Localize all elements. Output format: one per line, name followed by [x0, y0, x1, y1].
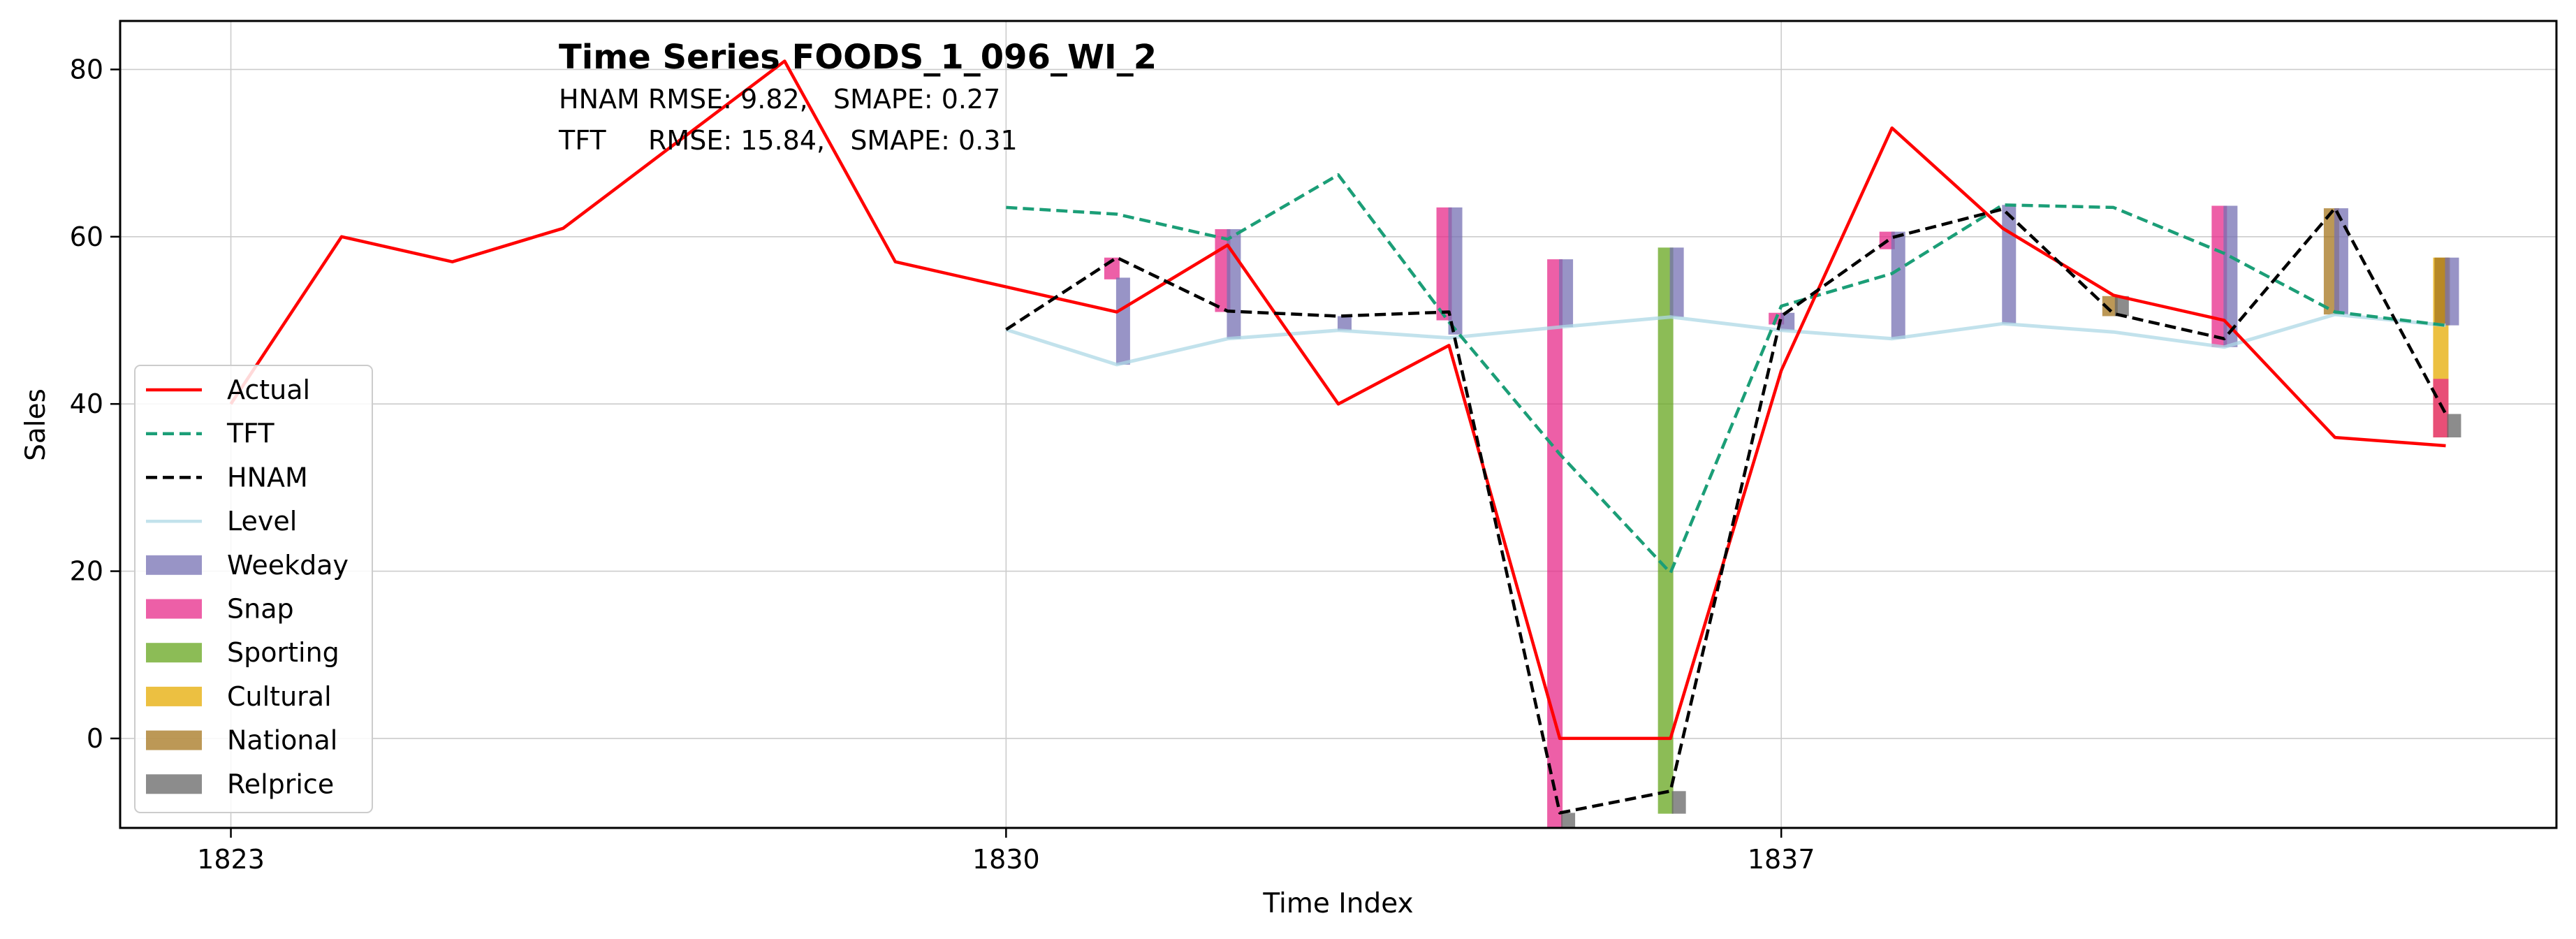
- bar-weekday-1834: [1448, 207, 1463, 335]
- y-tick-label: 80: [70, 54, 103, 85]
- x-tick-label: 1830: [972, 844, 1040, 875]
- series-line-actual: [229, 59, 2446, 741]
- legend-label-actual: Actual: [227, 374, 310, 405]
- bar-weekday-1836: [1669, 247, 1684, 317]
- legend-label-level: Level: [227, 506, 297, 537]
- legend-label-hnam: HNAM: [227, 462, 308, 493]
- x-axis-label: Time Index: [1262, 888, 1413, 919]
- x-tick-label: 1823: [197, 844, 265, 875]
- chart-subtitle-hnam: HNAM RMSE: 9.82, SMAPE: 0.27: [559, 84, 1000, 115]
- bar-snap-1841: [2211, 205, 2227, 347]
- legend-label-tft: TFT: [226, 418, 275, 449]
- legend-label-national: National: [227, 725, 337, 756]
- bar-weekday-1842: [2334, 208, 2348, 315]
- series-lines: [229, 59, 2447, 815]
- legend-label-weekday: Weekday: [227, 550, 349, 581]
- bar-weekday-1838: [1891, 231, 1905, 339]
- bar-relprice-1835: [1561, 813, 1576, 828]
- bar-weekday-1841: [2223, 205, 2238, 347]
- legend-label-relprice: Relprice: [227, 769, 334, 799]
- bar-relprice-1840: [2114, 296, 2129, 316]
- bar-weekday-1833: [1338, 316, 1352, 330]
- chart-title: Time Series FOODS_1_096_WI_2: [559, 38, 1157, 77]
- axis-ticks: 1823 1830 1837 0 20 40 60 80: [70, 54, 1815, 875]
- bar-weekday-1835: [1559, 259, 1574, 328]
- y-tick-label: 0: [87, 723, 103, 754]
- bar-weekday-1839: [2002, 205, 2017, 324]
- bar-snap-1835: [1547, 259, 1563, 828]
- x-tick-label: 1837: [1748, 844, 1815, 875]
- legend: Actual TFT HNAM Level Weekday Snap Sporting Cul…: [134, 365, 373, 813]
- bar-snap-1834: [1436, 207, 1452, 321]
- chart-subtitle-tft: TFT RMSE: 15.84, SMAPE: 0.31: [558, 125, 1018, 156]
- series-line-tft: [1006, 173, 2446, 575]
- component-bars: [1104, 205, 2461, 828]
- legend-label-sporting: Sporting: [227, 637, 339, 668]
- bar-weekday-1831: [1115, 277, 1130, 365]
- grid: [120, 21, 2556, 828]
- y-tick-label: 20: [70, 556, 103, 587]
- plot-frame: [119, 20, 2558, 829]
- bar-relprice-1836: [1671, 791, 1686, 814]
- legend-swatch-weekday: [146, 555, 202, 575]
- legend-label-cultural: Cultural: [227, 681, 332, 712]
- bar-national-1840: [2102, 296, 2118, 316]
- y-tick-label: 60: [70, 221, 103, 252]
- legend-swatch-cultural: [146, 686, 202, 706]
- series-line-level: [1005, 312, 2446, 367]
- legend-swatch-relprice: [146, 774, 202, 794]
- legend-label-snap: Snap: [227, 594, 294, 625]
- bar-relprice-1843: [2447, 414, 2461, 438]
- bar-weekday-1837: [1780, 312, 1795, 330]
- legend-swatch-snap: [146, 599, 202, 619]
- legend-swatch-sporting: [146, 643, 202, 663]
- bar-sporting-1836: [1657, 247, 1674, 814]
- series-line-hnam: [1005, 206, 2447, 815]
- legend-swatch-national: [146, 730, 202, 750]
- y-axis-label: Sales: [20, 388, 52, 461]
- bar-weekday-1843: [2445, 257, 2459, 326]
- y-tick-label: 40: [70, 388, 103, 419]
